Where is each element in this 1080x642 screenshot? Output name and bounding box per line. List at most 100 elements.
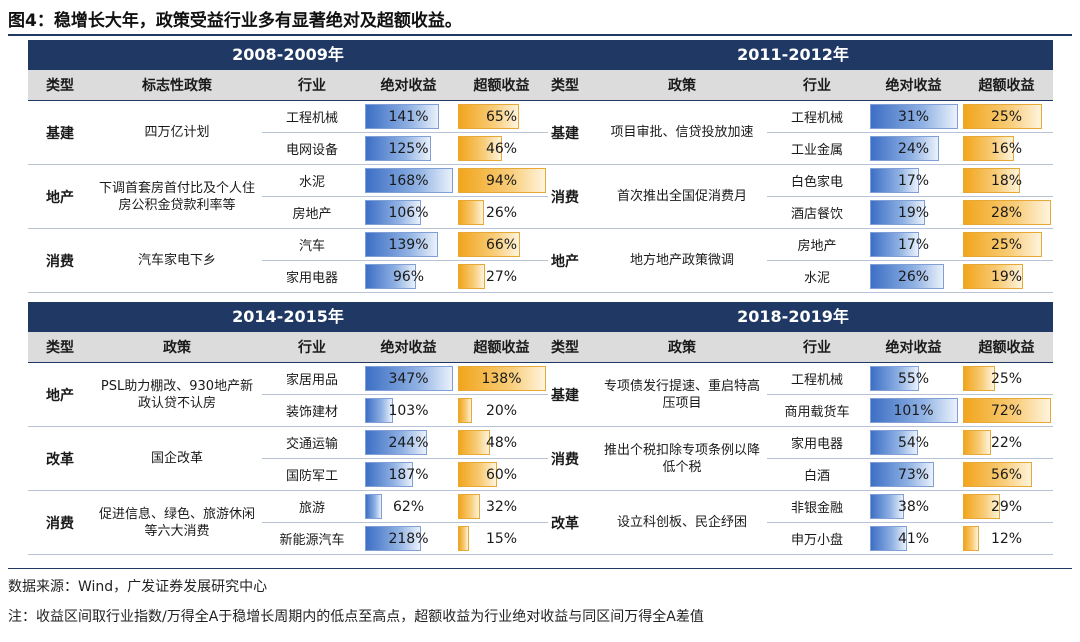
table-row: 工业金属 24% 16% <box>533 132 1053 165</box>
absolute-return-bar <box>365 430 427 455</box>
absolute-return-bar <box>870 494 904 519</box>
excess-return-cell: 16% <box>960 132 1053 165</box>
col-header-absolute: 绝对收益 <box>867 332 960 363</box>
industry-cell: 交通运输 <box>262 426 362 459</box>
excess-return-cell: 27% <box>455 260 548 293</box>
return-value: 106% <box>388 204 429 221</box>
col-header-type: 类型 <box>533 332 597 363</box>
absolute-return-bar <box>870 366 919 391</box>
excess-return-bar <box>458 494 480 519</box>
industry-cell: 家用电器 <box>767 426 867 459</box>
return-value: 48% <box>485 434 518 451</box>
excess-return-cell: 28% <box>960 196 1053 229</box>
excess-return-cell: 12% <box>960 522 1053 555</box>
absolute-return-cell: 139% <box>362 228 455 261</box>
title-divider <box>8 34 1072 36</box>
col-header-policy: 政策 <box>92 332 262 363</box>
excess-return-bar <box>963 398 1051 423</box>
excess-return-bar <box>963 232 1042 257</box>
type-cell: 基建 <box>533 362 597 427</box>
absolute-return-cell: 31% <box>867 100 960 133</box>
return-value: 15% <box>485 530 518 547</box>
figure-title: 图4：稳增长大年，政策受益行业多有显著绝对及超额收益。 <box>8 11 462 31</box>
table-row: 地产 下调首套房首付比及个人住房公积金贷款利率等 水泥 168% 94% <box>28 164 548 229</box>
excess-return-bar <box>458 104 519 129</box>
col-header-industry: 行业 <box>262 332 362 363</box>
industry-cell: 工程机械 <box>767 362 867 395</box>
absolute-return-bar <box>365 494 382 519</box>
policy-cell: 地方地产政策微调 <box>597 228 767 293</box>
return-value: 46% <box>485 140 518 157</box>
return-value: 55% <box>897 370 930 387</box>
absolute-return-bar <box>870 462 934 487</box>
return-value: 16% <box>990 140 1023 157</box>
policy-cell: 四万亿计划 <box>92 100 262 165</box>
table-row: 申万小盘 41% 12% <box>533 522 1053 555</box>
type-cell: 改革 <box>533 490 597 555</box>
return-value: 141% <box>388 108 429 125</box>
table-row: 新能源汽车 218% 15% <box>28 522 548 555</box>
industry-cell: 工程机械 <box>262 100 362 133</box>
table-row: 国防军工 187% 60% <box>28 458 548 491</box>
policy-cell: 国企改革 <box>92 426 262 491</box>
excess-return-bar <box>963 264 1023 289</box>
returns-table: 类型 政策 行业 绝对收益 超额收益 地产 PSL助力棚改、930地产新政认贷不认房 家居用品… <box>28 332 548 555</box>
excess-return-bar <box>458 168 546 193</box>
panel-2014-2015: 2014-2015年 类型 政策 行业 绝对收益 超额收益 地产 PSL助力棚改、930地产新… <box>28 302 548 555</box>
return-value: 60% <box>485 466 518 483</box>
panel-period-header: 2014-2015年 <box>28 302 548 332</box>
excess-return-cell: 60% <box>455 458 548 491</box>
policy-cell: PSL助力棚改、930地产新政认贷不认房 <box>92 362 262 427</box>
return-value: 62% <box>392 498 425 515</box>
absolute-return-bar <box>870 526 907 551</box>
industry-cell: 家用电器 <box>262 260 362 293</box>
absolute-return-cell: 55% <box>867 362 960 395</box>
col-header-type: 类型 <box>28 332 92 363</box>
absolute-return-cell: 347% <box>362 362 455 395</box>
return-value: 25% <box>990 108 1023 125</box>
excess-return-cell: 72% <box>960 394 1053 427</box>
return-value: 24% <box>897 140 930 157</box>
panel-period-header: 2008-2009年 <box>28 40 548 70</box>
industry-cell: 工业金属 <box>767 132 867 165</box>
return-value: 18% <box>990 172 1023 189</box>
return-value: 31% <box>897 108 930 125</box>
col-header-excess: 超额收益 <box>960 332 1053 363</box>
excess-return-cell: 56% <box>960 458 1053 491</box>
absolute-return-cell: 101% <box>867 394 960 427</box>
excess-return-cell: 25% <box>960 228 1053 261</box>
col-header-type: 类型 <box>533 70 597 101</box>
industry-cell: 房地产 <box>262 196 362 229</box>
table-row: 电网设备 125% 46% <box>28 132 548 165</box>
return-value: 32% <box>485 498 518 515</box>
return-value: 17% <box>897 172 930 189</box>
industry-cell: 非银金融 <box>767 490 867 523</box>
industry-cell: 国防军工 <box>262 458 362 491</box>
source-note: 数据来源：Wind，广发证券发展研究中心 <box>8 579 268 595</box>
absolute-return-cell: 38% <box>867 490 960 523</box>
col-header-excess: 超额收益 <box>455 332 548 363</box>
excess-return-bar <box>963 200 1051 225</box>
industry-cell: 水泥 <box>262 164 362 197</box>
return-value: 19% <box>897 204 930 221</box>
excess-return-bar <box>963 526 979 551</box>
col-header-absolute: 绝对收益 <box>362 332 455 363</box>
absolute-return-bar <box>870 168 919 193</box>
excess-return-bar <box>458 200 484 225</box>
return-value: 26% <box>485 204 518 221</box>
return-value: 138% <box>481 370 522 387</box>
absolute-return-cell: 17% <box>867 228 960 261</box>
absolute-return-cell: 19% <box>867 196 960 229</box>
policy-cell: 首次推出全国促消费月 <box>597 164 767 229</box>
panel-2008-2009: 2008-2009年 类型 标志性政策 行业 绝对收益 超额收益 基建 四万亿计划 工程机械 14… <box>28 40 548 293</box>
return-value: 38% <box>897 498 930 515</box>
excess-return-cell: 32% <box>455 490 548 523</box>
col-header-excess: 超额收益 <box>960 70 1053 101</box>
type-cell: 地产 <box>28 164 92 229</box>
policy-cell: 项目审批、信贷投放加速 <box>597 100 767 165</box>
absolute-return-cell: 62% <box>362 490 455 523</box>
table-row: 基建 四万亿计划 工程机械 141% 65% <box>28 100 548 165</box>
industry-cell: 白酒 <box>767 458 867 491</box>
excess-return-cell: 46% <box>455 132 548 165</box>
return-value: 244% <box>388 434 429 451</box>
